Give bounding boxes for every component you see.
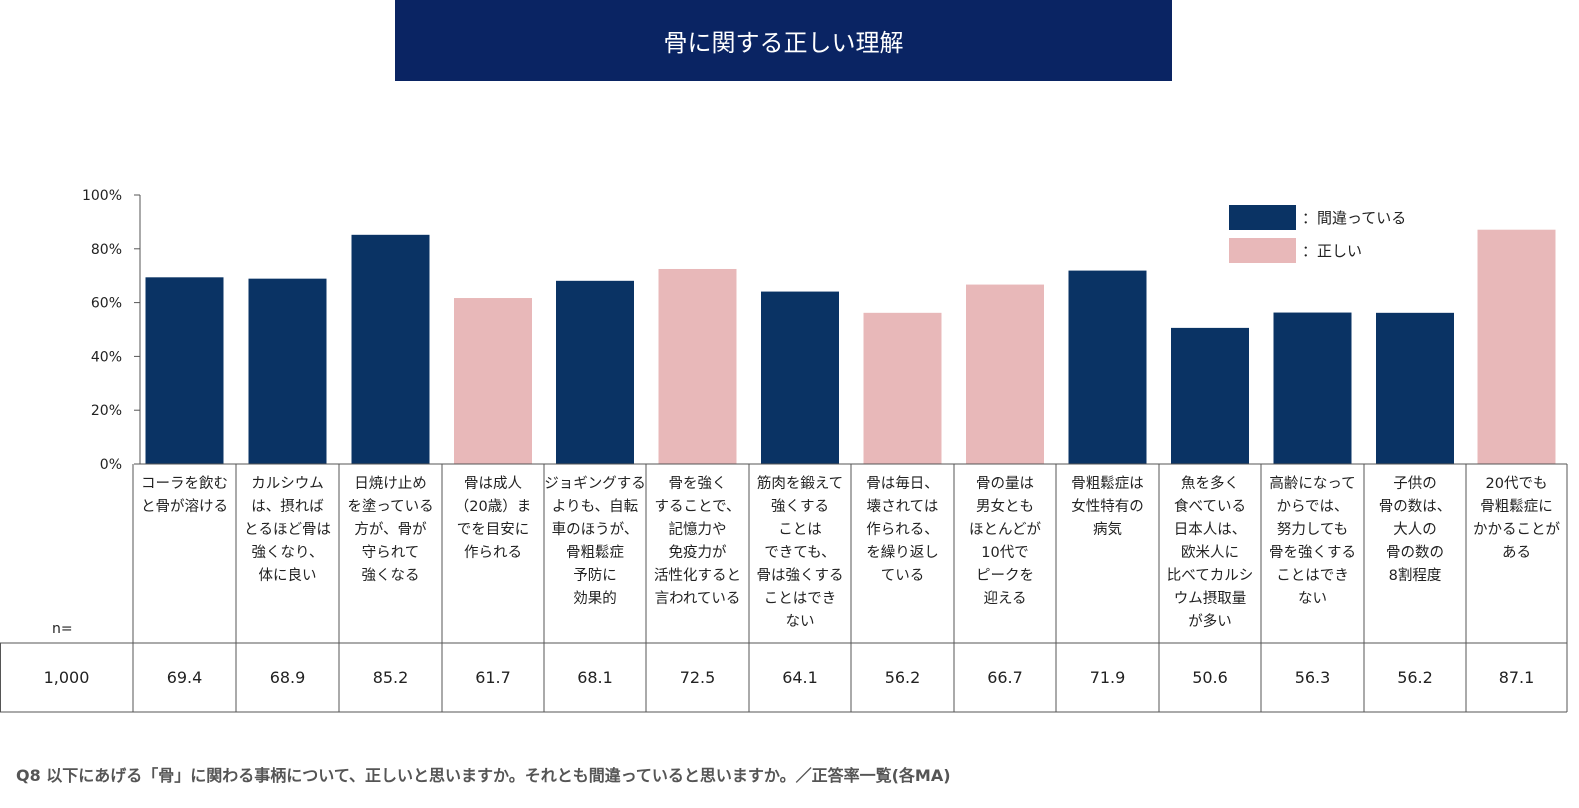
y-tick-label: 40% [91,349,122,365]
bar [556,280,634,464]
category-label: 骨は毎日、 壊されては 作られる、 を繰り返し ている [866,476,939,584]
value-cell: 50.6 [1192,667,1228,687]
category-label: 筋肉を鍛えて 強くする ことは できても、 骨は強くする ことはでき ない [756,476,844,630]
category-label: 骨の量は 男女とも ほとんどが 10代で ピークを 迎える [968,476,1042,607]
bar [761,291,839,464]
value-cell: 87.1 [1498,667,1535,687]
category-label: 骨は成人 （20歳）ま でを目安に 作られる [454,476,532,561]
category-label: 骨を強く することで、 記憶力や 免疫力が 活性化すると 言われている [654,476,741,607]
category-label: 高齢になって からでは、 努力しても 骨を強くする ことはでき ない [1269,476,1356,607]
category-label: 魚を多く 食べている 日本人は、 欧米人に 比べてカルシ ウム摂取量 が多い [1166,476,1254,630]
value-cell: 61.7 [475,667,511,687]
y-tick-label: 80% [91,242,122,258]
legend-swatch [1229,205,1296,230]
value-cell: 71.9 [1089,667,1126,687]
y-tick-label: 20% [91,403,122,419]
bar [658,268,737,464]
bar [454,298,532,464]
n-label: n= [52,621,73,637]
value-cell: 56.2 [1397,667,1433,687]
category-label: 骨粗鬆症は 女性特有の 病気 [1071,476,1144,538]
legend-swatch [1229,238,1296,263]
legend-label: ：間違っている [1302,209,1406,227]
value-cell: 68.9 [269,667,306,687]
y-tick-label: 0% [100,457,122,473]
value-cell: 56.3 [1294,667,1331,687]
category-label: カルシウム は、摂れば とるほど骨は 強くなり、 体に良い [244,476,331,584]
bar [1376,312,1454,464]
y-tick-label: 100% [82,188,122,204]
category-label: 子供の 骨の数は、 大人の 骨の数の 8割程度 [1378,476,1452,584]
value-cell: 64.1 [782,667,818,687]
category-label: ジョギングする よりも、自転 車のほうが、 骨粗鬆症 予防に 効果的 [544,476,646,607]
category-label: 日焼け止め を塗っている 方が、骨が 守られて 強くなる [347,476,434,584]
value-cell: 72.5 [679,667,716,687]
n-value-cell: 1,000 [43,667,90,687]
bar [1273,312,1352,464]
value-cell: 69.4 [166,667,203,687]
y-tick-label: 60% [91,296,122,312]
bar [1068,270,1147,464]
question-footnote: Q8 以下にあげる「骨」に関わる事柄について、正しいと思いますか。それとも間違っ… [16,766,951,785]
legend-label: ：正しい [1302,242,1362,260]
bar [248,278,327,464]
value-cell: 56.2 [884,667,921,687]
bar [863,312,942,464]
value-cell: 66.7 [987,667,1023,687]
bar [966,284,1044,464]
bar [1171,327,1249,464]
bar [145,277,224,464]
category-label: 20代でも 骨粗鬆症に かかることが ある [1473,476,1560,561]
value-cell: 68.1 [577,667,613,687]
value-cell: 85.2 [372,667,409,687]
bar [1477,229,1556,464]
category-label: コーラを飲む と骨が溶ける [141,476,228,515]
chart-title: 骨に関する正しい理解 [395,0,1172,81]
bar [351,234,430,464]
